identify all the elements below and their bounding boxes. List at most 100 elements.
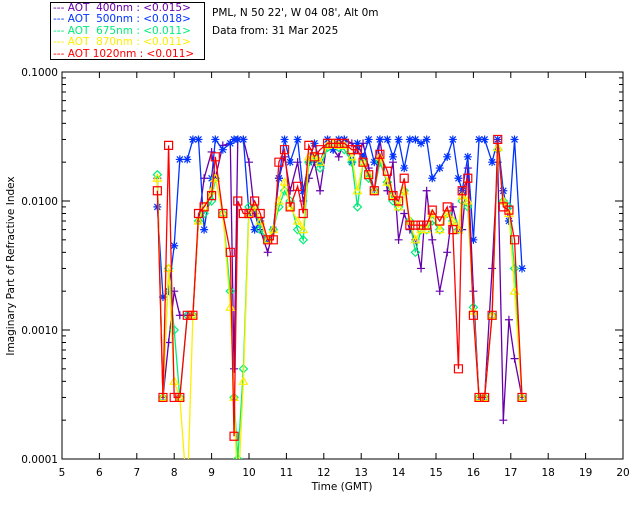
x-tick-label: 15 bbox=[429, 467, 442, 479]
data-point bbox=[163, 263, 174, 273]
data-point bbox=[353, 139, 362, 148]
y-tick-label: 0.0001 bbox=[21, 454, 58, 466]
data-point bbox=[183, 155, 192, 164]
data-point bbox=[410, 234, 421, 244]
legend-entry-1020: --- AOT 1020nm : <0.011> bbox=[53, 47, 195, 60]
data-point bbox=[229, 431, 239, 441]
x-tick-label: 16 bbox=[467, 467, 481, 479]
data-point bbox=[498, 202, 508, 212]
data-point bbox=[469, 235, 478, 244]
data-point bbox=[234, 494, 242, 501]
legend-entry-675: --- AOT 675nm : <0.011> bbox=[53, 24, 191, 37]
data-point bbox=[352, 185, 363, 195]
data-point bbox=[387, 190, 399, 200]
data-point bbox=[225, 302, 236, 311]
y-axis-label: Imaginary Part of Refractive Index bbox=[5, 176, 17, 355]
x-tick-label: 5 bbox=[59, 467, 66, 479]
data-point bbox=[199, 202, 209, 212]
data-point bbox=[448, 202, 457, 211]
data-point bbox=[417, 139, 426, 148]
data-point bbox=[207, 191, 217, 201]
data-point bbox=[329, 145, 338, 154]
data-point bbox=[468, 310, 478, 320]
data-point bbox=[298, 234, 309, 245]
data-point bbox=[382, 166, 392, 176]
data-point bbox=[405, 135, 414, 144]
data-point bbox=[435, 216, 445, 226]
data-point bbox=[359, 152, 368, 161]
data-point bbox=[233, 135, 242, 144]
data-point bbox=[435, 287, 444, 296]
data-point bbox=[226, 139, 235, 148]
data-point bbox=[504, 205, 514, 215]
x-tick-label: 19 bbox=[579, 467, 592, 479]
data-point bbox=[364, 170, 374, 180]
data-point bbox=[274, 174, 283, 183]
data-point bbox=[509, 235, 520, 245]
legend-label: AOT 400nm : <0.015> bbox=[67, 2, 191, 14]
series-line bbox=[156, 136, 523, 299]
data-point bbox=[487, 310, 497, 320]
data-point bbox=[158, 293, 167, 302]
data-point bbox=[510, 354, 519, 363]
data-point bbox=[211, 135, 220, 144]
data-point bbox=[299, 186, 308, 195]
data-point bbox=[250, 196, 260, 206]
x-tick-label: 13 bbox=[355, 467, 368, 479]
data-point bbox=[163, 140, 174, 150]
data-point bbox=[427, 205, 437, 215]
legend-label: AOT 870nm : <0.011> bbox=[67, 36, 191, 49]
data-point bbox=[292, 224, 303, 235]
data-point bbox=[298, 224, 309, 234]
data-point bbox=[225, 286, 236, 297]
chart-subtitle: Data from: 31 Mar 2025 bbox=[212, 25, 339, 37]
data-point bbox=[457, 186, 467, 196]
data-point bbox=[293, 181, 303, 191]
data-point bbox=[394, 196, 404, 206]
data-point bbox=[244, 208, 254, 219]
data-point bbox=[448, 225, 458, 235]
data-point bbox=[516, 392, 528, 402]
data-point bbox=[315, 145, 325, 155]
data-point bbox=[400, 209, 409, 218]
data-point bbox=[347, 157, 357, 168]
data-point bbox=[170, 241, 179, 250]
data-point bbox=[292, 215, 303, 225]
data-point bbox=[316, 186, 325, 195]
data-point bbox=[273, 195, 284, 205]
data-point bbox=[164, 287, 173, 296]
data-point bbox=[352, 145, 363, 155]
legend-entry-400: --- AOT 400nm : <0.015> bbox=[53, 2, 191, 14]
data-point bbox=[462, 195, 473, 205]
data-point bbox=[374, 151, 385, 161]
data-point bbox=[175, 155, 184, 164]
data-point bbox=[225, 247, 235, 257]
data-point bbox=[230, 364, 239, 373]
data-point bbox=[428, 235, 437, 244]
data-point bbox=[157, 392, 169, 402]
data-point bbox=[363, 173, 374, 184]
data-point bbox=[255, 208, 265, 219]
x-tick-label: 10 bbox=[242, 467, 255, 479]
data-point bbox=[422, 186, 431, 195]
data-point bbox=[268, 235, 278, 245]
data-point bbox=[346, 151, 357, 161]
data-point bbox=[434, 224, 445, 235]
data-point bbox=[388, 191, 398, 201]
data-point bbox=[375, 135, 384, 144]
x-tick-label: 11 bbox=[280, 467, 293, 479]
data-point bbox=[158, 392, 168, 403]
data-point bbox=[279, 176, 290, 186]
data-point bbox=[363, 169, 374, 179]
data-point bbox=[410, 247, 421, 258]
data-point bbox=[504, 315, 513, 324]
legend: --- AOT 400nm : <0.015> --- AOT 500nm : … bbox=[50, 2, 205, 60]
data-point bbox=[394, 135, 403, 144]
data-point bbox=[250, 225, 259, 234]
legend-label: AOT 1020nm : <0.011> bbox=[67, 47, 195, 60]
x-tick-label: 17 bbox=[504, 467, 517, 479]
data-point bbox=[364, 135, 373, 144]
data-point bbox=[200, 225, 209, 234]
x-tick-label: 7 bbox=[133, 467, 140, 479]
